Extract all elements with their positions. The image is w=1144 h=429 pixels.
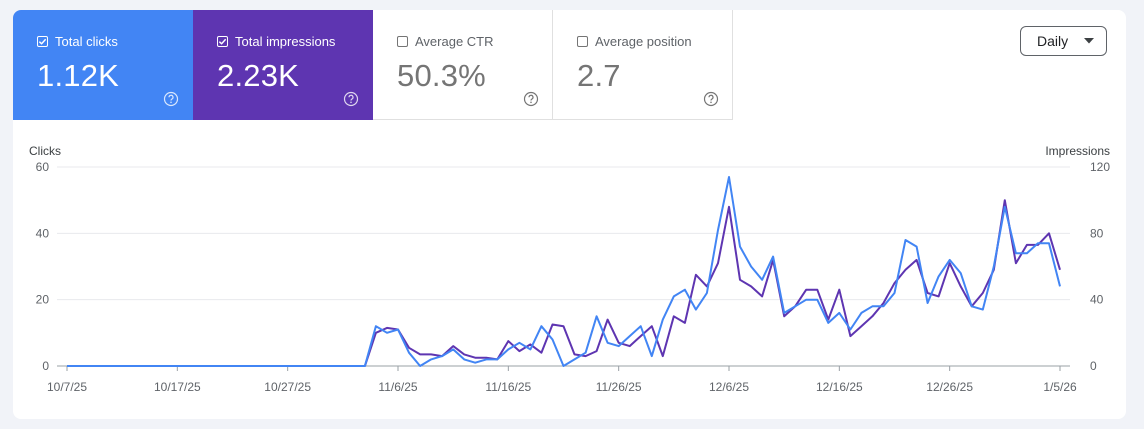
- x-tick-label: 10/17/25: [154, 380, 201, 394]
- y-tick-right: 120: [1090, 160, 1110, 174]
- tile-label: Total clicks: [55, 34, 118, 49]
- tile-label: Total impressions: [235, 34, 336, 49]
- tile-average-position[interactable]: Average position 2.7: [553, 10, 733, 120]
- x-tick-label: 10/27/25: [264, 380, 311, 394]
- right-axis-title: Impressions: [1045, 144, 1110, 158]
- tile-value: 1.12K: [37, 58, 120, 93]
- tile-total-clicks[interactable]: Total clicks 1.12K: [13, 10, 193, 120]
- tile-check-row: Average position: [577, 34, 692, 49]
- series-line-impressions: [67, 199, 1061, 367]
- left-axis-title: Clicks: [29, 144, 61, 158]
- help-icon[interactable]: [703, 91, 719, 107]
- checkbox-unchecked-icon[interactable]: [577, 36, 588, 47]
- tile-total-impressions[interactable]: Total impressions 2.23K: [193, 10, 373, 120]
- series-line-clicks: [67, 176, 1061, 367]
- x-tick-label: 11/16/25: [485, 380, 531, 394]
- help-icon[interactable]: [343, 91, 359, 107]
- y-tick-right: 80: [1090, 226, 1104, 240]
- y-tick-right: 0: [1090, 359, 1097, 373]
- y-tick-left: 20: [36, 293, 50, 307]
- x-tick-label: 11/26/25: [596, 380, 642, 394]
- tile-label: Average CTR: [415, 34, 494, 49]
- x-tick-label: 12/6/25: [709, 380, 749, 394]
- x-tick-label: 1/5/26: [1043, 380, 1077, 394]
- tile-value: 2.23K: [217, 58, 300, 93]
- x-tick-label: 12/26/25: [926, 380, 973, 394]
- checkbox-checked-icon[interactable]: [37, 36, 48, 47]
- tile-label: Average position: [595, 34, 692, 49]
- performance-chart: 0 20 40 60 0 40 80 120 10/7/25 10/17/25 10/27/25 11…: [36, 160, 1111, 394]
- help-icon[interactable]: [163, 91, 179, 107]
- y-tick-left: 40: [36, 226, 50, 240]
- help-icon[interactable]: [523, 91, 539, 107]
- tile-check-row: Total impressions: [217, 34, 335, 49]
- x-tick-label: 11/6/25: [378, 380, 417, 394]
- period-dropdown-label: Daily: [1037, 33, 1069, 49]
- tile-average-ctr[interactable]: Average CTR 50.3%: [373, 10, 553, 120]
- x-tick-label: 12/16/25: [816, 380, 863, 394]
- y-tick-left: 0: [42, 359, 49, 373]
- checkbox-unchecked-icon[interactable]: [397, 36, 408, 47]
- tile-check-row: Total clicks: [37, 34, 118, 49]
- caret-down-icon: [1084, 38, 1094, 44]
- tile-value: 2.7: [577, 58, 621, 93]
- x-tick-label: 10/7/25: [47, 380, 87, 394]
- y-tick-right: 40: [1090, 293, 1104, 307]
- tile-value: 50.3%: [397, 58, 486, 93]
- metric-tiles: Total clicks 1.12K Total impressions 2.2…: [13, 10, 733, 120]
- checkbox-checked-icon[interactable]: [217, 36, 228, 47]
- tile-check-row: Average CTR: [397, 34, 494, 49]
- y-tick-left: 60: [36, 160, 50, 174]
- performance-card: Total clicks 1.12K Total impressions 2.2…: [13, 10, 1126, 419]
- period-dropdown[interactable]: Daily: [1020, 26, 1107, 56]
